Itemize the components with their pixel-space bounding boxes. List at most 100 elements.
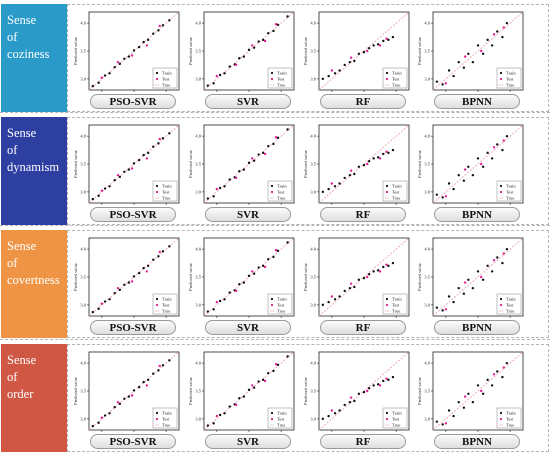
train-point xyxy=(261,38,265,42)
train-point xyxy=(376,43,380,46)
scatter-plot: 3.03.54.04.03.53.0Actual valuePredicted … xyxy=(188,351,295,444)
train-point xyxy=(103,74,107,77)
train-point xyxy=(242,395,246,398)
train-point xyxy=(91,424,95,428)
train-point xyxy=(462,179,466,182)
row-separator xyxy=(0,112,550,113)
test-point xyxy=(385,263,388,266)
legend-marker xyxy=(155,190,159,194)
legend-marker xyxy=(270,303,274,307)
legend-label: True xyxy=(162,196,170,201)
y-tick-label: 3.0 xyxy=(310,76,316,81)
legend-marker xyxy=(270,297,274,301)
train-point xyxy=(333,185,337,188)
y-tick-label: 4.0 xyxy=(424,247,430,252)
test-point xyxy=(274,363,278,366)
train-point xyxy=(257,40,260,43)
test-point xyxy=(145,384,149,387)
row-label: Sense of coziness xyxy=(1,4,67,112)
legend-marker xyxy=(385,303,389,307)
y-axis-label: Predicted value xyxy=(303,150,308,178)
test-point xyxy=(130,280,134,283)
y-tick-label: 4.0 xyxy=(195,247,201,252)
legend-marker xyxy=(270,71,274,75)
test-point xyxy=(349,56,353,59)
train-point xyxy=(242,281,246,284)
train-point xyxy=(505,247,509,251)
train-point xyxy=(91,197,95,201)
test-point xyxy=(330,182,334,185)
train-point xyxy=(338,409,341,412)
model-label: BPNN xyxy=(434,94,520,109)
y-tick-label: 3.5 xyxy=(424,49,430,54)
model-label: RF xyxy=(320,434,406,449)
train-point xyxy=(462,292,466,295)
test-point xyxy=(463,281,467,284)
test-point xyxy=(502,252,505,255)
legend-label: True xyxy=(277,423,285,428)
train-point xyxy=(238,57,241,60)
train-point xyxy=(321,417,325,421)
legend-label: Train xyxy=(392,71,402,76)
train-point xyxy=(261,264,265,268)
y-tick-label: 4.0 xyxy=(195,361,201,366)
train-point xyxy=(247,388,251,392)
train-point xyxy=(118,62,122,66)
legend-label: Test xyxy=(392,417,400,422)
test-point xyxy=(215,300,219,304)
train-point xyxy=(161,137,165,140)
legend-label: True xyxy=(506,83,514,88)
model-label: SVR xyxy=(205,320,291,335)
train-point xyxy=(447,295,451,298)
train-point xyxy=(272,142,275,146)
model-label: PSO-SVR xyxy=(90,434,176,449)
train-point xyxy=(113,178,116,182)
train-point xyxy=(103,187,107,190)
test-point xyxy=(251,44,254,47)
row-label-line: dynamism xyxy=(7,160,60,174)
train-point xyxy=(118,402,122,406)
train-point xyxy=(362,390,366,394)
train-point xyxy=(490,44,494,47)
train-point xyxy=(161,250,165,253)
test-point xyxy=(330,69,334,72)
y-tick-label: 4.0 xyxy=(80,134,86,139)
legend-box xyxy=(267,180,293,202)
test-point xyxy=(480,49,483,53)
legend-label: Train xyxy=(506,297,516,302)
train-point xyxy=(142,40,145,44)
train-point xyxy=(168,132,171,135)
row-separator xyxy=(0,339,550,340)
legend-marker xyxy=(155,71,159,75)
train-point xyxy=(276,136,280,140)
model-label: BPNN xyxy=(434,434,520,449)
train-point xyxy=(218,413,222,417)
train-point xyxy=(367,273,371,276)
test-point xyxy=(492,259,496,262)
legend-box xyxy=(152,67,178,89)
legend-box xyxy=(382,180,408,202)
train-point xyxy=(447,182,451,185)
test-point xyxy=(444,195,448,198)
train-point xyxy=(357,165,361,168)
test-point xyxy=(349,169,353,172)
test-point xyxy=(100,416,104,419)
legend-label: True xyxy=(506,309,514,314)
test-point xyxy=(349,282,353,285)
train-point xyxy=(435,306,439,309)
train-point xyxy=(212,195,215,198)
train-point xyxy=(168,19,171,22)
train-point xyxy=(467,278,470,281)
model-label: PSO-SVR xyxy=(90,94,176,109)
train-point xyxy=(496,370,499,373)
legend-label: Train xyxy=(162,297,172,302)
train-point xyxy=(338,182,341,185)
train-point xyxy=(118,288,122,292)
train-point xyxy=(168,245,171,248)
y-tick-label: 3.5 xyxy=(195,162,201,167)
legend-marker xyxy=(270,190,274,194)
train-point xyxy=(391,375,395,379)
y-tick-label: 4.0 xyxy=(424,134,430,139)
train-point xyxy=(142,153,145,157)
train-point xyxy=(108,185,111,188)
